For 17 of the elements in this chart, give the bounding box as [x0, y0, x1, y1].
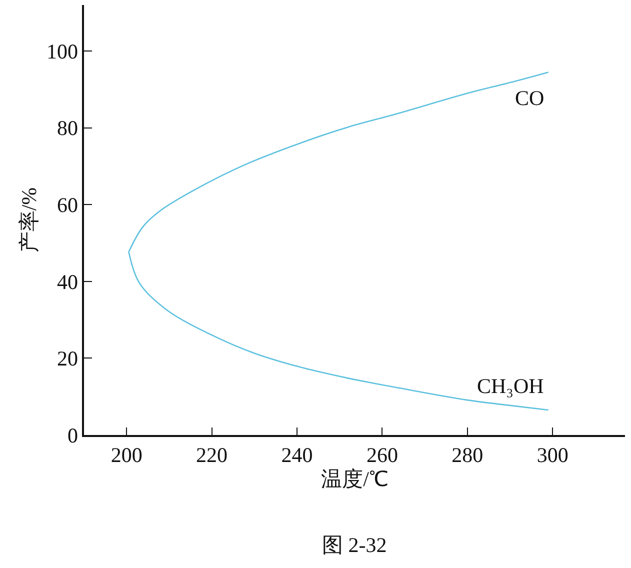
y-tick-label: 100 [46, 39, 78, 64]
series-label: CO [515, 86, 544, 110]
y-tick-label: 60 [57, 192, 78, 217]
y-axis-title: 产率/% [17, 187, 42, 253]
x-tick-label: 280 [452, 442, 484, 467]
x-tick-label: 220 [196, 442, 228, 467]
y-tick-label: 80 [57, 116, 78, 140]
x-tick-label: 200 [110, 442, 142, 467]
x-tick-label: 300 [536, 442, 568, 467]
series-label: CH₃OH [477, 374, 544, 398]
x-tick-label: 260 [366, 442, 398, 467]
caption: 图 2-32 [322, 533, 387, 557]
y-tick-label: 40 [57, 270, 78, 294]
x-axis-title: 温度/℃ [321, 466, 388, 491]
y-tick-label: 20 [57, 346, 78, 371]
x-tick-label: 240 [281, 442, 313, 467]
y-tick-label: 0 [68, 423, 78, 448]
